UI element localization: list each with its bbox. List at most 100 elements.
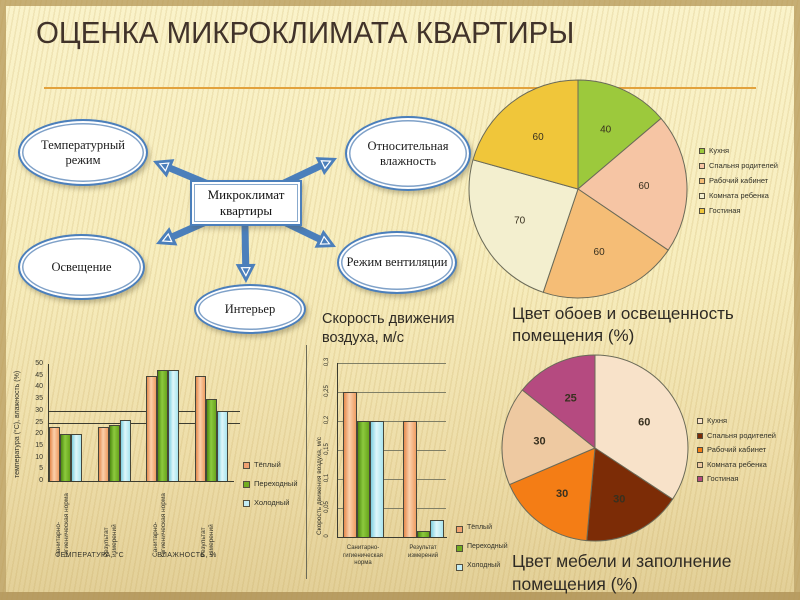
legend-label: Рабочий кабинет xyxy=(709,176,769,185)
pie-slice xyxy=(577,117,688,251)
legend-label: Тёплый xyxy=(467,524,492,531)
gridline xyxy=(337,450,446,451)
x-group-label: ВЛАЖНОСТЬ, % xyxy=(157,552,217,559)
diagram-center-box: Микроклимат квартиры xyxy=(190,180,302,226)
pie-slice xyxy=(472,79,579,190)
diagram-arrows xyxy=(153,157,337,283)
legend-marker xyxy=(699,148,705,154)
diagram-center-label: Микроклимат квартиры xyxy=(207,186,285,218)
arrow-head-inner-mark xyxy=(320,160,332,170)
air-speed-chart-title: Скорость движения воздуха, м/с xyxy=(322,311,455,346)
legend-label: Комната ребенка xyxy=(709,191,769,200)
legend-marker xyxy=(243,462,250,469)
x-category-label: Результат измерений xyxy=(407,545,439,559)
pie-value-label: 60 xyxy=(594,247,606,258)
oval-temperature-mode-label: Температурный режим xyxy=(41,137,125,167)
oval-interior-label: Интерьер xyxy=(224,301,276,316)
arrow-head-inner-mark xyxy=(158,162,170,172)
legend-label: Рабочий кабинет xyxy=(707,445,767,454)
oval-relative-humidity: Относительная влажность xyxy=(345,116,471,191)
bar xyxy=(343,392,357,537)
furniture-pie-caption: Цвет мебели и заполнение помещения (%) xyxy=(512,551,732,594)
gridline xyxy=(337,392,446,393)
y-tick-label: 50 xyxy=(35,360,43,367)
legend-marker xyxy=(699,163,705,169)
legend-marker xyxy=(699,178,705,184)
pie-slice xyxy=(586,447,674,542)
pie-svg: 60 30 30 30 25 xyxy=(501,354,689,542)
gridline xyxy=(337,421,446,422)
arrow-head-inner-mark xyxy=(240,266,251,277)
pie-slice xyxy=(501,389,596,486)
bar xyxy=(119,420,131,481)
bar xyxy=(194,375,206,481)
pie-slice xyxy=(509,447,596,542)
legend-marker xyxy=(697,432,703,439)
arrow-shaft xyxy=(241,225,250,268)
pie-slice xyxy=(521,354,596,449)
bar xyxy=(205,399,217,481)
pie-value-label: 30 xyxy=(556,488,568,500)
bar xyxy=(108,424,120,481)
y-tick-label: 10 xyxy=(35,453,43,461)
oval-relative-humidity-label: Относительная влажность xyxy=(367,138,449,168)
slide-title: ОЦЕНКА МИКРОКЛИМАТА КВАРТИРЫ xyxy=(36,15,575,50)
gridline xyxy=(337,479,446,480)
bar xyxy=(71,434,82,481)
reference-line xyxy=(48,410,240,412)
y-tick-label: 0 xyxy=(39,477,43,484)
wallpaper-pie-caption: Цвет обоев и освещенность помещения (%) xyxy=(512,304,734,346)
y-tick-label: 30 xyxy=(35,406,43,414)
legend-marker xyxy=(697,476,703,482)
pie-value-label: 60 xyxy=(638,416,650,428)
bar xyxy=(146,375,157,481)
pie-value-label: 30 xyxy=(533,435,545,447)
bar xyxy=(416,531,430,537)
arrow-head xyxy=(235,263,256,283)
oval-interior: Интерьер xyxy=(194,284,306,334)
legend-label: Кухня xyxy=(709,146,730,155)
bar xyxy=(370,421,384,537)
pie-value-label: 70 xyxy=(514,215,526,226)
y-tick-label: 15 xyxy=(35,441,43,449)
y-axis xyxy=(337,363,338,537)
x-axis xyxy=(48,481,234,482)
legend-marker xyxy=(697,418,703,424)
legend-marker xyxy=(243,481,250,488)
bar xyxy=(403,421,417,537)
reference-line xyxy=(48,422,240,424)
legend-label: Холодный xyxy=(254,498,290,507)
legend-marker xyxy=(456,526,463,533)
pie-value-label: 25 xyxy=(565,392,577,404)
pie-slice xyxy=(542,188,669,299)
pie-slice xyxy=(577,79,662,190)
gridline xyxy=(337,508,446,509)
y-tick-label: 40 xyxy=(35,383,43,391)
bar xyxy=(356,421,370,537)
legend-label: Тёплый xyxy=(254,460,281,469)
bar xyxy=(49,427,60,481)
oval-lighting: Освещение xyxy=(18,234,145,300)
legend-label: Комната ребенка xyxy=(707,459,767,469)
legend-marker xyxy=(456,545,463,552)
oval-ventilation-mode-label: Режим вентиляции xyxy=(346,255,448,269)
y-tick-label: 5 xyxy=(39,465,43,473)
pie-svg: 40 60 60 70 60 xyxy=(468,79,688,299)
x-category-label: Санитарно-гигиеническая норма xyxy=(343,545,383,566)
oval-ventilation-mode: Режим вентиляции xyxy=(337,231,457,294)
oval-lighting-label: Освещение xyxy=(51,259,112,274)
legend-marker xyxy=(699,193,705,199)
legend-label: Переходный xyxy=(467,543,508,550)
x-axis xyxy=(337,537,447,538)
legend-marker xyxy=(243,500,250,507)
y-tick-label: 35 xyxy=(35,395,43,403)
arrow-head-inner-mark xyxy=(319,235,331,245)
legend-marker xyxy=(697,447,703,453)
legend-label: Переходный xyxy=(254,479,298,488)
pie-value-label: 60 xyxy=(533,132,545,143)
bar xyxy=(216,410,228,481)
